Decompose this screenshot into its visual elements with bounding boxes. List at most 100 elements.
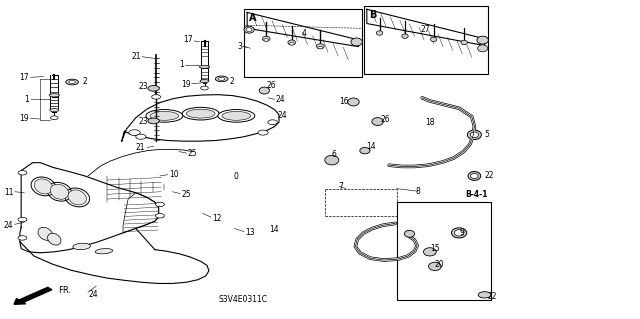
Text: 7: 7	[338, 182, 343, 191]
Ellipse shape	[47, 233, 61, 245]
Text: 22: 22	[484, 171, 494, 181]
Text: 5: 5	[484, 130, 490, 139]
Text: 21: 21	[136, 143, 145, 152]
FancyArrow shape	[14, 287, 52, 304]
Ellipse shape	[431, 37, 437, 41]
Text: 18: 18	[426, 118, 435, 127]
Text: 17: 17	[19, 73, 29, 82]
Text: 24: 24	[88, 290, 98, 299]
Circle shape	[18, 236, 27, 240]
Ellipse shape	[186, 109, 215, 118]
Text: 14: 14	[366, 142, 376, 151]
Text: 19: 19	[181, 80, 191, 89]
Text: 3: 3	[238, 42, 243, 51]
Circle shape	[152, 95, 161, 99]
Bar	[364, 6, 488, 74]
Ellipse shape	[68, 190, 86, 205]
Text: 19: 19	[19, 114, 29, 123]
Ellipse shape	[262, 36, 270, 41]
Ellipse shape	[325, 155, 339, 165]
Circle shape	[136, 134, 146, 139]
Ellipse shape	[351, 38, 362, 46]
Ellipse shape	[461, 40, 467, 45]
Text: 21: 21	[131, 52, 141, 61]
Ellipse shape	[215, 76, 228, 82]
Ellipse shape	[288, 40, 296, 45]
Text: FR.: FR.	[58, 286, 71, 295]
Text: 16: 16	[339, 97, 349, 107]
Ellipse shape	[73, 243, 90, 250]
Ellipse shape	[200, 79, 209, 83]
Ellipse shape	[268, 120, 277, 124]
Ellipse shape	[404, 230, 415, 237]
Ellipse shape	[49, 94, 60, 97]
Ellipse shape	[38, 227, 52, 240]
Text: S3V4E0311C: S3V4E0311C	[218, 295, 267, 304]
Ellipse shape	[146, 109, 183, 122]
Text: 9: 9	[459, 228, 464, 237]
Text: 20: 20	[435, 260, 445, 269]
Text: 24: 24	[4, 221, 13, 230]
Ellipse shape	[289, 42, 294, 45]
Text: 24: 24	[277, 111, 287, 120]
Ellipse shape	[218, 109, 255, 122]
Text: 27: 27	[421, 26, 431, 34]
Text: 14: 14	[269, 225, 279, 234]
Text: 23: 23	[139, 117, 148, 126]
Circle shape	[18, 171, 27, 175]
Ellipse shape	[470, 174, 478, 178]
Circle shape	[156, 202, 164, 207]
Text: 26: 26	[381, 115, 390, 124]
Ellipse shape	[477, 36, 488, 44]
Text: 13: 13	[245, 228, 255, 237]
Ellipse shape	[317, 44, 324, 49]
Ellipse shape	[429, 262, 442, 271]
Text: 11: 11	[4, 188, 13, 197]
Ellipse shape	[69, 80, 76, 84]
Ellipse shape	[451, 228, 467, 238]
Ellipse shape	[468, 172, 481, 180]
Ellipse shape	[372, 118, 383, 125]
Text: 24: 24	[276, 95, 285, 104]
Ellipse shape	[200, 65, 209, 69]
Ellipse shape	[50, 108, 59, 112]
Text: 2: 2	[83, 77, 87, 85]
Ellipse shape	[244, 26, 254, 33]
Text: 1: 1	[179, 60, 184, 69]
Text: 1: 1	[24, 95, 29, 104]
Text: A: A	[249, 13, 257, 23]
Ellipse shape	[129, 130, 140, 136]
Text: 25: 25	[182, 190, 191, 199]
Ellipse shape	[150, 111, 179, 120]
Ellipse shape	[222, 111, 251, 120]
Circle shape	[258, 130, 268, 135]
Ellipse shape	[35, 179, 52, 194]
Ellipse shape	[348, 98, 359, 106]
Ellipse shape	[424, 248, 436, 256]
Text: B: B	[369, 10, 376, 20]
Ellipse shape	[246, 28, 252, 32]
Text: 6: 6	[332, 150, 337, 159]
Text: B-4-1: B-4-1	[465, 190, 488, 199]
Text: 26: 26	[266, 81, 276, 90]
Text: 10: 10	[169, 170, 179, 179]
Ellipse shape	[264, 39, 269, 41]
Text: 17: 17	[184, 35, 193, 44]
Bar	[397, 202, 491, 300]
Ellipse shape	[467, 130, 481, 140]
Circle shape	[18, 217, 27, 222]
Circle shape	[478, 292, 491, 298]
Ellipse shape	[95, 249, 113, 254]
Bar	[244, 9, 362, 77]
Text: 4: 4	[301, 29, 306, 38]
Ellipse shape	[360, 147, 370, 154]
Circle shape	[51, 116, 58, 120]
Text: 25: 25	[188, 149, 198, 158]
Ellipse shape	[402, 34, 408, 38]
Ellipse shape	[470, 132, 479, 138]
Ellipse shape	[454, 230, 464, 236]
Ellipse shape	[218, 77, 225, 80]
Ellipse shape	[376, 31, 383, 35]
Ellipse shape	[477, 45, 488, 52]
Text: 15: 15	[430, 244, 440, 253]
